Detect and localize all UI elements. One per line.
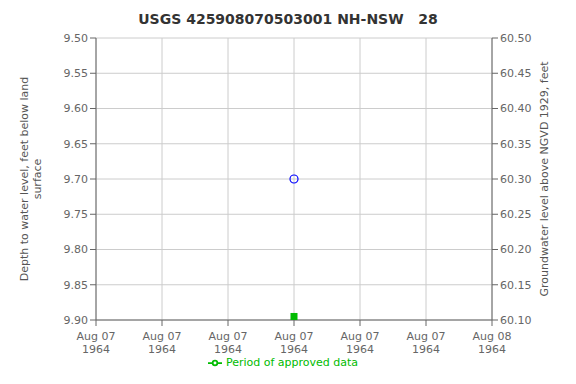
svg-text:9.55: 9.55 bbox=[64, 67, 89, 80]
html-text:Period of approved data: Period of approved data bbox=[225, 356, 359, 369]
svg-text:9.75: 9.75 bbox=[64, 208, 89, 221]
svg-text:9.85: 9.85 bbox=[64, 279, 89, 292]
svg-text:9.70: 9.70 bbox=[64, 173, 89, 186]
svg-text:Aug 071964: Aug 071964 bbox=[143, 330, 182, 356]
svg-text:60.20: 60.20 bbox=[500, 243, 532, 256]
svg-text:60.15: 60.15 bbox=[500, 279, 532, 292]
svg-text:9.80: 9.80 bbox=[64, 243, 89, 256]
svg-text:Aug 071964: Aug 071964 bbox=[209, 330, 248, 356]
svg-text:9.50: 9.50 bbox=[64, 32, 89, 45]
svg-text:60.50: 60.50 bbox=[500, 32, 532, 45]
svg-text:60.30: 60.30 bbox=[500, 173, 532, 186]
svg-text:9.65: 9.65 bbox=[64, 138, 89, 151]
svg-text:60.10: 60.10 bbox=[500, 314, 532, 327]
html-text:USGS 425908070503001 NH-NSW 28: USGS 425908070503001 NH-NSW 28 bbox=[138, 11, 438, 27]
svg-text:Aug 071964: Aug 071964 bbox=[407, 330, 446, 356]
svg-text:Aug 081964: Aug 081964 bbox=[473, 330, 512, 356]
svg-text:Aug 071964: Aug 071964 bbox=[275, 330, 314, 356]
svg-text:9.60: 9.60 bbox=[64, 102, 89, 115]
svg-text:Aug 071964: Aug 071964 bbox=[341, 330, 380, 356]
svg-text:60.45: 60.45 bbox=[500, 67, 532, 80]
svg-text:60.35: 60.35 bbox=[500, 138, 532, 151]
svg-text:Aug 071964: Aug 071964 bbox=[77, 330, 116, 356]
svg-text:Depth to water level, feet bel: Depth to water level, feet below landsur… bbox=[18, 77, 44, 282]
svg-text:9.90: 9.90 bbox=[64, 314, 89, 327]
svg-text:60.25: 60.25 bbox=[500, 208, 532, 221]
svg-text:Groundwater level above NGVD 1: Groundwater level above NGVD 1929, feet bbox=[538, 61, 551, 297]
svg-text:60.40: 60.40 bbox=[500, 102, 532, 115]
